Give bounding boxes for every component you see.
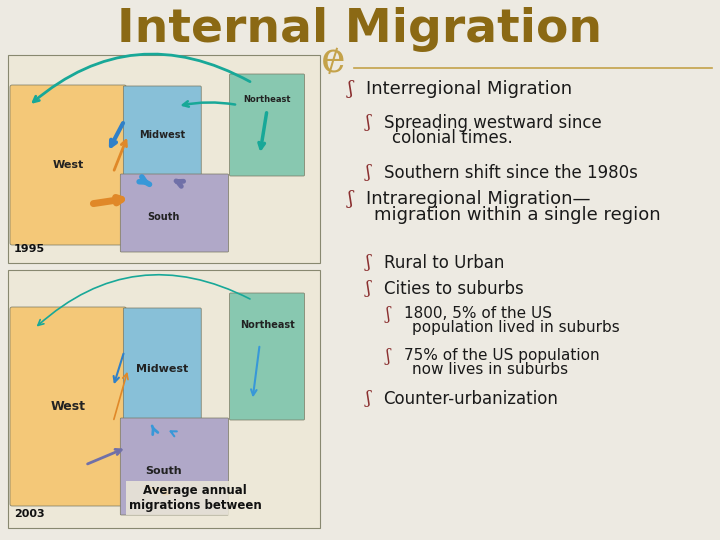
Text: Internal Migration: Internal Migration [117, 8, 603, 52]
Text: ʃ: ʃ [386, 348, 390, 365]
Text: Counter-urbanization: Counter-urbanization [384, 390, 559, 408]
FancyBboxPatch shape [120, 418, 228, 515]
FancyBboxPatch shape [230, 74, 305, 176]
Text: ʃ: ʃ [366, 390, 370, 407]
FancyBboxPatch shape [120, 174, 228, 252]
Text: Average annual
migrations between: Average annual migrations between [129, 484, 261, 512]
Text: Midwest: Midwest [136, 364, 189, 374]
Text: 1800, 5% of the US: 1800, 5% of the US [404, 306, 552, 321]
Text: colonial times.: colonial times. [392, 129, 513, 147]
Text: 2003: 2003 [14, 509, 45, 519]
Text: South: South [148, 212, 180, 222]
Text: Midwest: Midwest [139, 130, 185, 140]
Text: ʃ: ʃ [366, 254, 370, 271]
Text: ʃ: ʃ [366, 114, 370, 131]
FancyBboxPatch shape [10, 307, 126, 506]
Text: 75% of the US population: 75% of the US population [404, 348, 599, 363]
Text: ʃ: ʃ [348, 190, 353, 208]
Text: Rural to Urban: Rural to Urban [384, 254, 504, 272]
Text: Intraregional Migration—: Intraregional Migration— [366, 190, 590, 208]
Text: Northeast: Northeast [240, 320, 294, 330]
Text: 1995: 1995 [14, 244, 45, 254]
Bar [8, 55, 320, 263]
FancyBboxPatch shape [123, 308, 201, 430]
Text: West: West [53, 160, 84, 170]
Text: Cities to suburbs: Cities to suburbs [384, 280, 523, 298]
Text: Spreading westward since: Spreading westward since [384, 114, 601, 132]
Text: ʃ: ʃ [366, 280, 370, 297]
FancyBboxPatch shape [123, 86, 201, 184]
Text: South: South [145, 466, 182, 476]
FancyBboxPatch shape [10, 85, 126, 245]
Text: population lived in suburbs: population lived in suburbs [412, 320, 619, 335]
Text: ʃ: ʃ [386, 306, 390, 323]
Text: Southern shift since the 1980s: Southern shift since the 1980s [384, 164, 637, 182]
FancyBboxPatch shape [230, 293, 305, 420]
Text: migration within a single region: migration within a single region [374, 206, 660, 224]
Text: ʃ: ʃ [366, 164, 370, 181]
Text: now lives in suburbs: now lives in suburbs [412, 362, 568, 377]
Text: West: West [50, 400, 86, 413]
Text: Northeast: Northeast [243, 96, 291, 105]
Bar [8, 270, 320, 528]
Text: Interregional Migration: Interregional Migration [366, 80, 572, 98]
Text: ɇ: ɇ [321, 39, 346, 81]
Text: ʃ: ʃ [348, 80, 353, 98]
